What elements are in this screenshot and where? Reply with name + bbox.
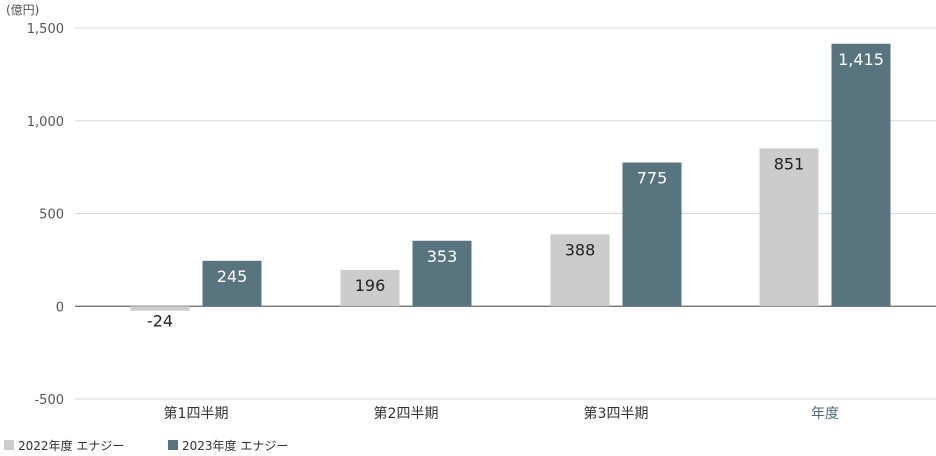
x-category-label: 第3四半期: [584, 405, 649, 422]
legend-label-2: 2023年度 エナジー: [182, 438, 288, 453]
bar-series-2-2: [622, 162, 682, 307]
y-unit-label: (億円): [6, 3, 39, 17]
data-label: 353: [427, 247, 458, 266]
y-tick-label: -500: [34, 393, 64, 408]
bar-series-1-3: [759, 148, 819, 307]
y-tick-label: 1,500: [27, 22, 64, 37]
data-label: -24: [147, 311, 173, 330]
data-label: 775: [637, 168, 668, 187]
bar-series-1-2: [550, 234, 610, 307]
x-category-label: 第2四半期: [374, 405, 439, 422]
data-label: 245: [217, 267, 248, 286]
legend-label-1: 2022年度 エナジー: [18, 438, 124, 453]
bar-series-2-0: [202, 260, 262, 307]
bar-series-2-3: [831, 43, 891, 307]
data-label: 196: [355, 276, 386, 295]
data-label: 1,415: [838, 50, 884, 69]
x-category-label: 第1四半期: [164, 405, 229, 422]
legend-swatch-2: [168, 440, 178, 450]
y-tick-label: 1,000: [27, 115, 64, 130]
x-category-label: 年度: [811, 406, 839, 422]
bar-series-2-1: [412, 240, 472, 307]
data-label: 388: [565, 240, 596, 259]
legend-swatch-1: [4, 440, 14, 450]
y-tick-label: 500: [39, 208, 64, 223]
bar-series-1-0: [130, 306, 190, 311]
y-tick-label: 0: [56, 300, 64, 315]
data-label: 851: [774, 154, 805, 173]
bar-series-1-1: [340, 269, 400, 307]
